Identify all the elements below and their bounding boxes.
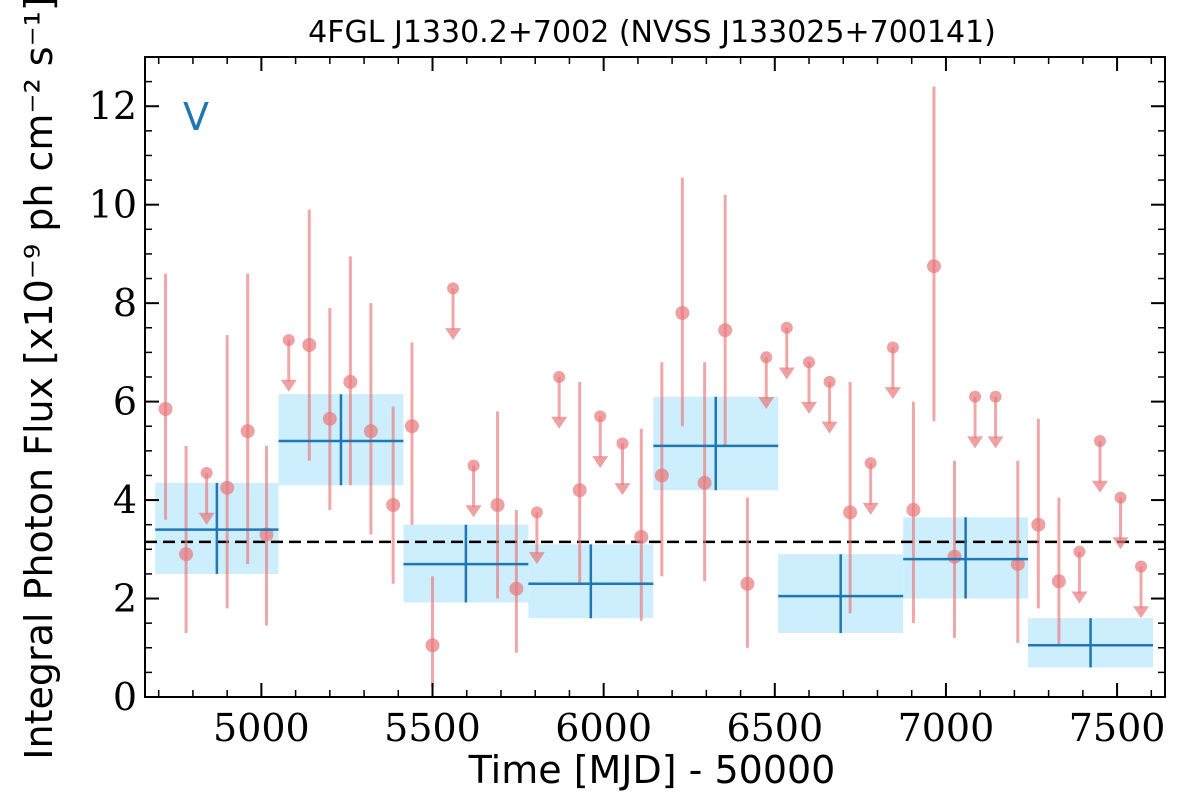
upper-limit-point (282, 334, 295, 347)
upper-limit-point (780, 321, 793, 334)
detection-point (572, 483, 587, 498)
upper-limit-point (553, 371, 566, 383)
detection-point (425, 638, 440, 653)
upper-limit-point (1073, 545, 1086, 558)
upper-limit-point (200, 467, 213, 479)
upper-limit-arrow-head (987, 436, 1004, 449)
upper-limit-arrow-head (801, 401, 818, 414)
detection-point (740, 576, 755, 591)
detection-point (947, 549, 962, 564)
axes-frame (144, 56, 1166, 698)
x-tick-label: 5500 (384, 706, 481, 750)
y-tick-label: 6 (113, 380, 137, 424)
upper-limit-point (594, 410, 607, 423)
upper-limit-point (447, 282, 460, 295)
plot-area: 5000 5500 6000 6500 7000 7500 0 2 4 6 8 10 12 (89, 56, 1166, 750)
y-tick-label: 2 (113, 577, 137, 621)
detection-point (158, 402, 173, 416)
upper-limit-point (1135, 560, 1148, 573)
upper-limit-point (1114, 491, 1127, 504)
detection-point (634, 530, 649, 544)
detection-point (322, 411, 337, 426)
upper-limit-arrow-head (614, 483, 631, 496)
detection-point (386, 498, 401, 512)
upper-limit-point (969, 390, 982, 403)
x-axis-label: Time [MJD] - 50000 (468, 748, 836, 792)
detection-point (509, 581, 524, 596)
detection-point (1031, 517, 1046, 532)
detection-point (179, 547, 194, 562)
y-tick-label: 12 (89, 84, 137, 128)
upper-limit-arrow-head (465, 505, 482, 518)
detection-point (343, 374, 358, 389)
upper-limit-arrow-head (198, 512, 215, 525)
upper-limit-arrow-head (1091, 480, 1108, 493)
chart-title: 4FGL J1330.2+7002 (NVSS J133025+700141) (308, 15, 996, 50)
upper-limit-arrow-head (445, 328, 462, 341)
upper-limit-arrow-head (967, 436, 984, 449)
upper-limit-point (803, 356, 816, 369)
upper-limit-point (1093, 435, 1106, 447)
y-tick-label: 0 (113, 675, 137, 719)
upper-limit-arrow-head (280, 379, 297, 392)
detection-point (490, 498, 505, 512)
x-tick-label: 7500 (1069, 706, 1166, 750)
upper-limit-arrow-head (1133, 606, 1150, 619)
upper-limit-arrow-head (821, 421, 838, 434)
detection-point (843, 505, 858, 520)
upper-limit-point (760, 351, 773, 364)
detection-point (240, 424, 255, 439)
upper-limit-arrow-head (528, 552, 545, 565)
upper-limit-arrow-head (592, 456, 609, 469)
y-axis-label: Integral Photon Flux [x10⁻⁹ ph cm⁻² s⁻¹] (17, 0, 61, 760)
detection-point (404, 419, 419, 434)
upper-limit-point (467, 459, 480, 472)
upper-limit-arrow-head (862, 502, 879, 515)
upper-limit-arrow-head (1071, 591, 1088, 604)
detection-point (926, 259, 941, 274)
detection-point (220, 480, 235, 495)
detection-point (302, 338, 317, 352)
x-tick-label: 7000 (898, 706, 995, 750)
upper-limit-arrow-head (778, 367, 795, 380)
upper-limit-point (616, 437, 629, 450)
upper-limit-point (886, 341, 899, 354)
y-tick-label: 10 (89, 183, 137, 227)
detection-point (675, 306, 690, 320)
x-tick-label: 6000 (555, 706, 652, 750)
detection-point (1051, 574, 1066, 589)
upper-limit-point (530, 506, 543, 519)
upper-limit-arrow-head (1112, 537, 1129, 550)
detection-point (906, 502, 921, 517)
upper-limit-point (864, 457, 877, 470)
upper-limit-point (989, 390, 1002, 403)
detection-point (697, 475, 712, 490)
detection-point (363, 424, 378, 439)
upper-limit-arrow-head (884, 387, 901, 400)
upper-limit-arrow-head (758, 397, 775, 409)
detection-point (259, 527, 274, 542)
upper-limit-arrow-head (551, 416, 568, 429)
detection-point (1010, 557, 1025, 572)
x-tick-label: 5000 (213, 706, 310, 750)
y-tick-label: 4 (113, 478, 137, 522)
source-tag-label: V (183, 95, 209, 139)
y-tick-label: 8 (113, 281, 137, 325)
detection-point (654, 468, 669, 483)
detection-point (718, 323, 733, 338)
upper-limit-point (823, 375, 836, 388)
x-tick-label: 6500 (726, 706, 823, 750)
